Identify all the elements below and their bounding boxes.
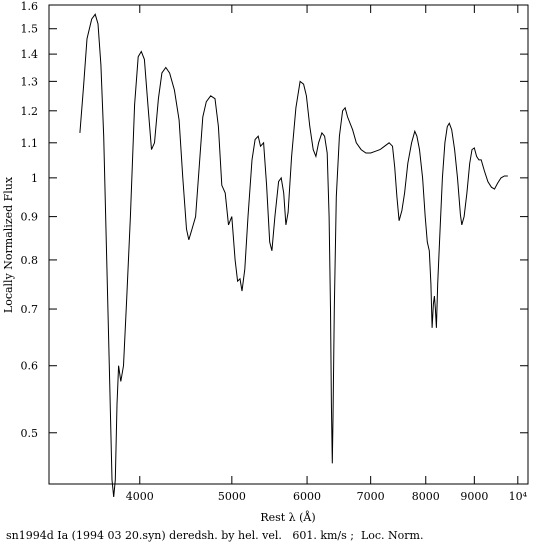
y-tick-label: 1.2 [21,105,39,118]
y-tick-label: 0.8 [21,254,39,267]
y-tick-label: 1.6 [21,0,39,13]
y-axis: 0.5 0.6 0.7 0.8 0.9 1 1.1 1.2 1.3 1.4 1.5 1.6 [21,0,528,440]
y-axis-label: Locally Normalized Flux [2,176,15,313]
y-tick-label: 0.9 [21,211,39,224]
y-tick-label: 1 [31,172,38,185]
y-tick-label: 1.3 [21,75,39,88]
x-tick-label: 6000 [293,490,321,503]
x-axis: 4000 5000 6000 7000 8000 9000 10⁴ [126,5,528,503]
chart-caption: sn1994d Ia (1994 03 20.syn) deredsh. by … [6,529,423,542]
y-tick-label: 0.6 [21,360,39,373]
y-tick-label: 0.7 [21,303,39,316]
y-tick-label: 1.5 [21,23,39,36]
x-tick-label: 4000 [126,490,154,503]
x-tick-label: 8000 [412,490,440,503]
x-axis-label: Rest λ (Å) [260,510,315,524]
y-tick-label: 1.1 [21,137,39,150]
x-tick-label: 5000 [218,490,246,503]
y-tick-label: 0.5 [21,427,39,440]
x-tick-label: 9000 [460,490,488,503]
y-tick-label: 1.4 [21,48,39,61]
x-tick-label: 10⁴ [509,490,528,503]
x-tick-label: 7000 [357,490,385,503]
plot-frame [48,4,529,485]
flux-spectrum-line [79,13,508,497]
